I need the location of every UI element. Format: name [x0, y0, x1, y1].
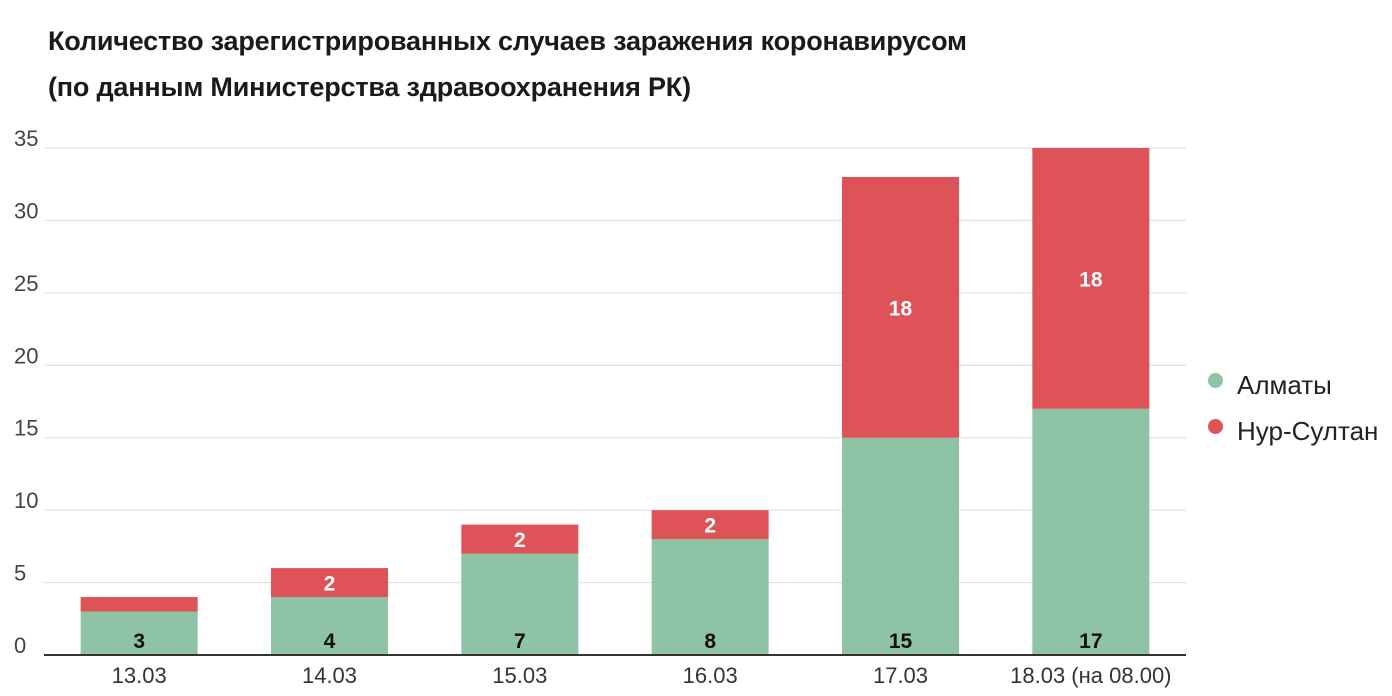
legend-swatch-nur-sultan	[1208, 418, 1223, 434]
data-label: 18	[889, 297, 913, 320]
bar-nur-sultan	[1032, 148, 1150, 409]
title-line-2: (по данным Министерства здравоохранения …	[48, 72, 691, 102]
data-label: 18	[1079, 268, 1103, 291]
data-label: 7	[514, 630, 526, 653]
data-labels: 3 4 2 7 2 8 2 15 18 17 18	[133, 268, 1103, 653]
y-tick-label: 20	[14, 343, 38, 368]
x-tick-label: 14.03	[302, 663, 357, 688]
bar-almaty	[80, 611, 198, 655]
bar-almaty	[842, 437, 959, 655]
x-tick-label: 16.03	[683, 663, 738, 688]
data-label: 2	[324, 573, 336, 596]
chart-title: Количество зарегистрированных случаев за…	[48, 18, 967, 110]
y-tick-label: 10	[14, 488, 38, 513]
y-tick-label: 25	[14, 271, 38, 296]
bar-almaty	[651, 539, 769, 655]
data-label: 2	[514, 529, 526, 552]
x-tick-label: 18.03 (на 08.00)	[1010, 663, 1171, 688]
data-label: 15	[889, 630, 913, 653]
x-tick-label: 17.03	[873, 663, 928, 688]
bar-nur-sultan	[80, 597, 198, 612]
legend-item-almaty: Алматы	[1208, 362, 1378, 408]
legend-label-almaty: Алматы	[1237, 369, 1332, 400]
y-tick-label: 5	[14, 561, 26, 586]
data-label: 17	[1079, 630, 1102, 653]
y-axis-ticks: 0 5 10 15 20 25 30 35	[14, 126, 38, 658]
data-label: 8	[704, 630, 716, 653]
legend-label-nur-sultan: Нур-Султан	[1237, 415, 1379, 446]
legend-item-nur-sultan: Нур-Султан	[1208, 408, 1378, 454]
bar-nur-sultan	[461, 524, 579, 554]
bar-almaty	[1032, 408, 1150, 655]
bar-almaty	[271, 597, 388, 655]
y-tick-label: 15	[14, 416, 38, 441]
data-label: 4	[324, 630, 336, 653]
data-label: 2	[704, 515, 716, 538]
legend: Алматы Нур-Султан	[1208, 362, 1378, 454]
title-line-1: Количество зарегистрированных случаев за…	[48, 26, 967, 56]
legend-swatch-almaty	[1208, 372, 1223, 388]
bar-nur-sultan	[271, 568, 388, 598]
y-tick-label: 0	[14, 633, 26, 658]
x-tick-label: 13.03	[112, 663, 167, 688]
y-tick-label: 35	[14, 126, 38, 151]
bars	[80, 148, 1150, 655]
x-axis-ticks: 13.03 14.03 15.03 16.03 17.03 18.03 (на 08.00…	[112, 663, 1172, 688]
bar-nur-sultan	[842, 176, 959, 438]
bar-almaty	[461, 553, 579, 655]
y-tick-label: 30	[14, 198, 38, 223]
data-label: 3	[133, 630, 145, 653]
gridlines	[44, 147, 1186, 584]
x-tick-label: 15.03	[492, 663, 547, 688]
bar-nur-sultan	[651, 510, 769, 540]
